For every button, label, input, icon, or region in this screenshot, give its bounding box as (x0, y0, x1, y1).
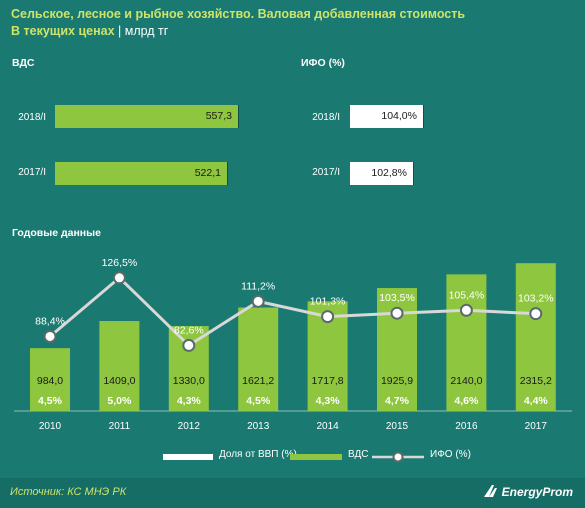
year-tick-label: 2012 (178, 421, 201, 432)
ifo-data-label: 103,5% (379, 292, 415, 304)
logo-text: EnergyProm (501, 485, 573, 499)
ifo-period-label: 2018/I (312, 112, 340, 123)
ifo-section-label: ИФО (%) (301, 57, 345, 69)
ifo-period-label: 2017/I (312, 167, 340, 178)
ifo-series-line (49, 275, 536, 348)
legend-label-ifo: ИФО (%) (430, 449, 471, 460)
source-text: Источник: КС МНЭ РК (10, 486, 127, 498)
vds-bar (238, 307, 279, 411)
ifo-quarter-bar: 102,8% (350, 162, 414, 185)
vds-bar-label: 1330,0 (173, 375, 205, 387)
share-label: 4,3% (177, 395, 202, 407)
vds-bar-label: 1717,8 (312, 375, 344, 387)
vds-section-label: ВДС (12, 57, 35, 69)
share-label: 4,4% (524, 395, 549, 407)
legend-swatch-ifo (372, 451, 424, 463)
year-tick-label: 2010 (39, 421, 62, 432)
ifo-data-label: 101,3% (310, 296, 346, 308)
ifo-quarter-bar: 104,0% (350, 105, 424, 128)
vds-bar-label: 2140,0 (450, 375, 482, 387)
ifo-data-label: 111,2% (241, 280, 275, 292)
ifo-data-label: 88,4% (35, 315, 65, 327)
vds-period-label: 2017/I (18, 167, 46, 178)
vds-bar (446, 274, 487, 411)
legend-swatch-vds (290, 454, 342, 460)
year-tick-label: 2011 (109, 421, 131, 432)
vds-bar (515, 263, 556, 411)
ifo-bar-value: 104,0% (381, 110, 417, 122)
year-tick-label: 2014 (316, 421, 339, 432)
ifo-data-label: 103,2% (518, 293, 554, 305)
year-tick-label: 2013 (247, 421, 270, 432)
ifo-data-label: 126,5% (102, 257, 138, 269)
year-tick-label: 2015 (386, 421, 409, 432)
annual-chart: 984,0 4,5% 2010 1409,0 5,0% 2011 1330,0 4,3% 201… (14, 257, 572, 432)
vds-bar (30, 348, 70, 411)
vds-bar-label: 984,0 (37, 375, 63, 387)
share-label: 4,5% (38, 395, 63, 407)
footer: Источник: КС МНЭ РК EnergyProm (0, 478, 585, 508)
chart-subtitle: В текущих ценах | млрд тг (11, 24, 168, 38)
ifo-point (43, 329, 57, 343)
logo: EnergyProm (483, 484, 573, 499)
ifo-point (112, 271, 126, 285)
ifo-point (529, 307, 543, 321)
share-label: 5,0% (107, 395, 132, 407)
vds-period-label: 2018/I (18, 112, 46, 123)
year-tick-label: 2016 (455, 421, 478, 432)
legend: Доля от ВВП (%) ВДС ИФО (%) (0, 449, 585, 465)
ifo-data-label: 105,4% (449, 289, 485, 301)
annual-section-label: Годовые данные (12, 227, 101, 239)
chart-title: Сельское, лесное и рыбное хозяйство. Вал… (11, 7, 466, 21)
vds-quarter-bar: 557,3 (55, 105, 239, 128)
legend-label-vds: ВДС (348, 449, 369, 460)
unit-label: млрд тг (124, 24, 169, 38)
ifo-data-label: 82,6% (174, 324, 204, 336)
legend-swatch-share (163, 454, 213, 460)
vds-bar-label: 2315,2 (520, 375, 552, 387)
vds-bar-label: 1409,0 (103, 375, 135, 387)
share-label: 4,5% (246, 395, 271, 407)
ifo-point (321, 310, 335, 324)
legend-label-share: Доля от ВВП (%) (219, 449, 297, 460)
vds-bar-value: 522,1 (194, 167, 221, 179)
vds-bar-label: 1621,2 (242, 375, 274, 387)
vds-bar (377, 288, 417, 411)
vds-bar-value: 557,3 (205, 110, 232, 122)
title-bar: Сельское, лесное и рыбное хозяйство. Вал… (0, 0, 585, 44)
share-label: 4,7% (385, 395, 410, 407)
year-tick-label: 2017 (525, 421, 548, 432)
vds-quarter-bar: 522,1 (55, 162, 228, 185)
energyprom-logo-icon (483, 485, 497, 497)
subtitle-text: В текущих ценах (11, 24, 115, 38)
unit-separator: | (114, 24, 125, 38)
share-label: 4,3% (316, 395, 341, 407)
legend-ifo-marker (392, 451, 404, 463)
share-label: 4,6% (454, 395, 479, 407)
ifo-point (459, 303, 473, 317)
ifo-point (182, 338, 196, 352)
vds-bar-label: 1925,9 (381, 375, 413, 387)
ifo-point (390, 306, 404, 320)
vds-bar (99, 321, 140, 411)
ifo-bar-value: 102,8% (371, 167, 407, 179)
ifo-point (251, 294, 265, 308)
